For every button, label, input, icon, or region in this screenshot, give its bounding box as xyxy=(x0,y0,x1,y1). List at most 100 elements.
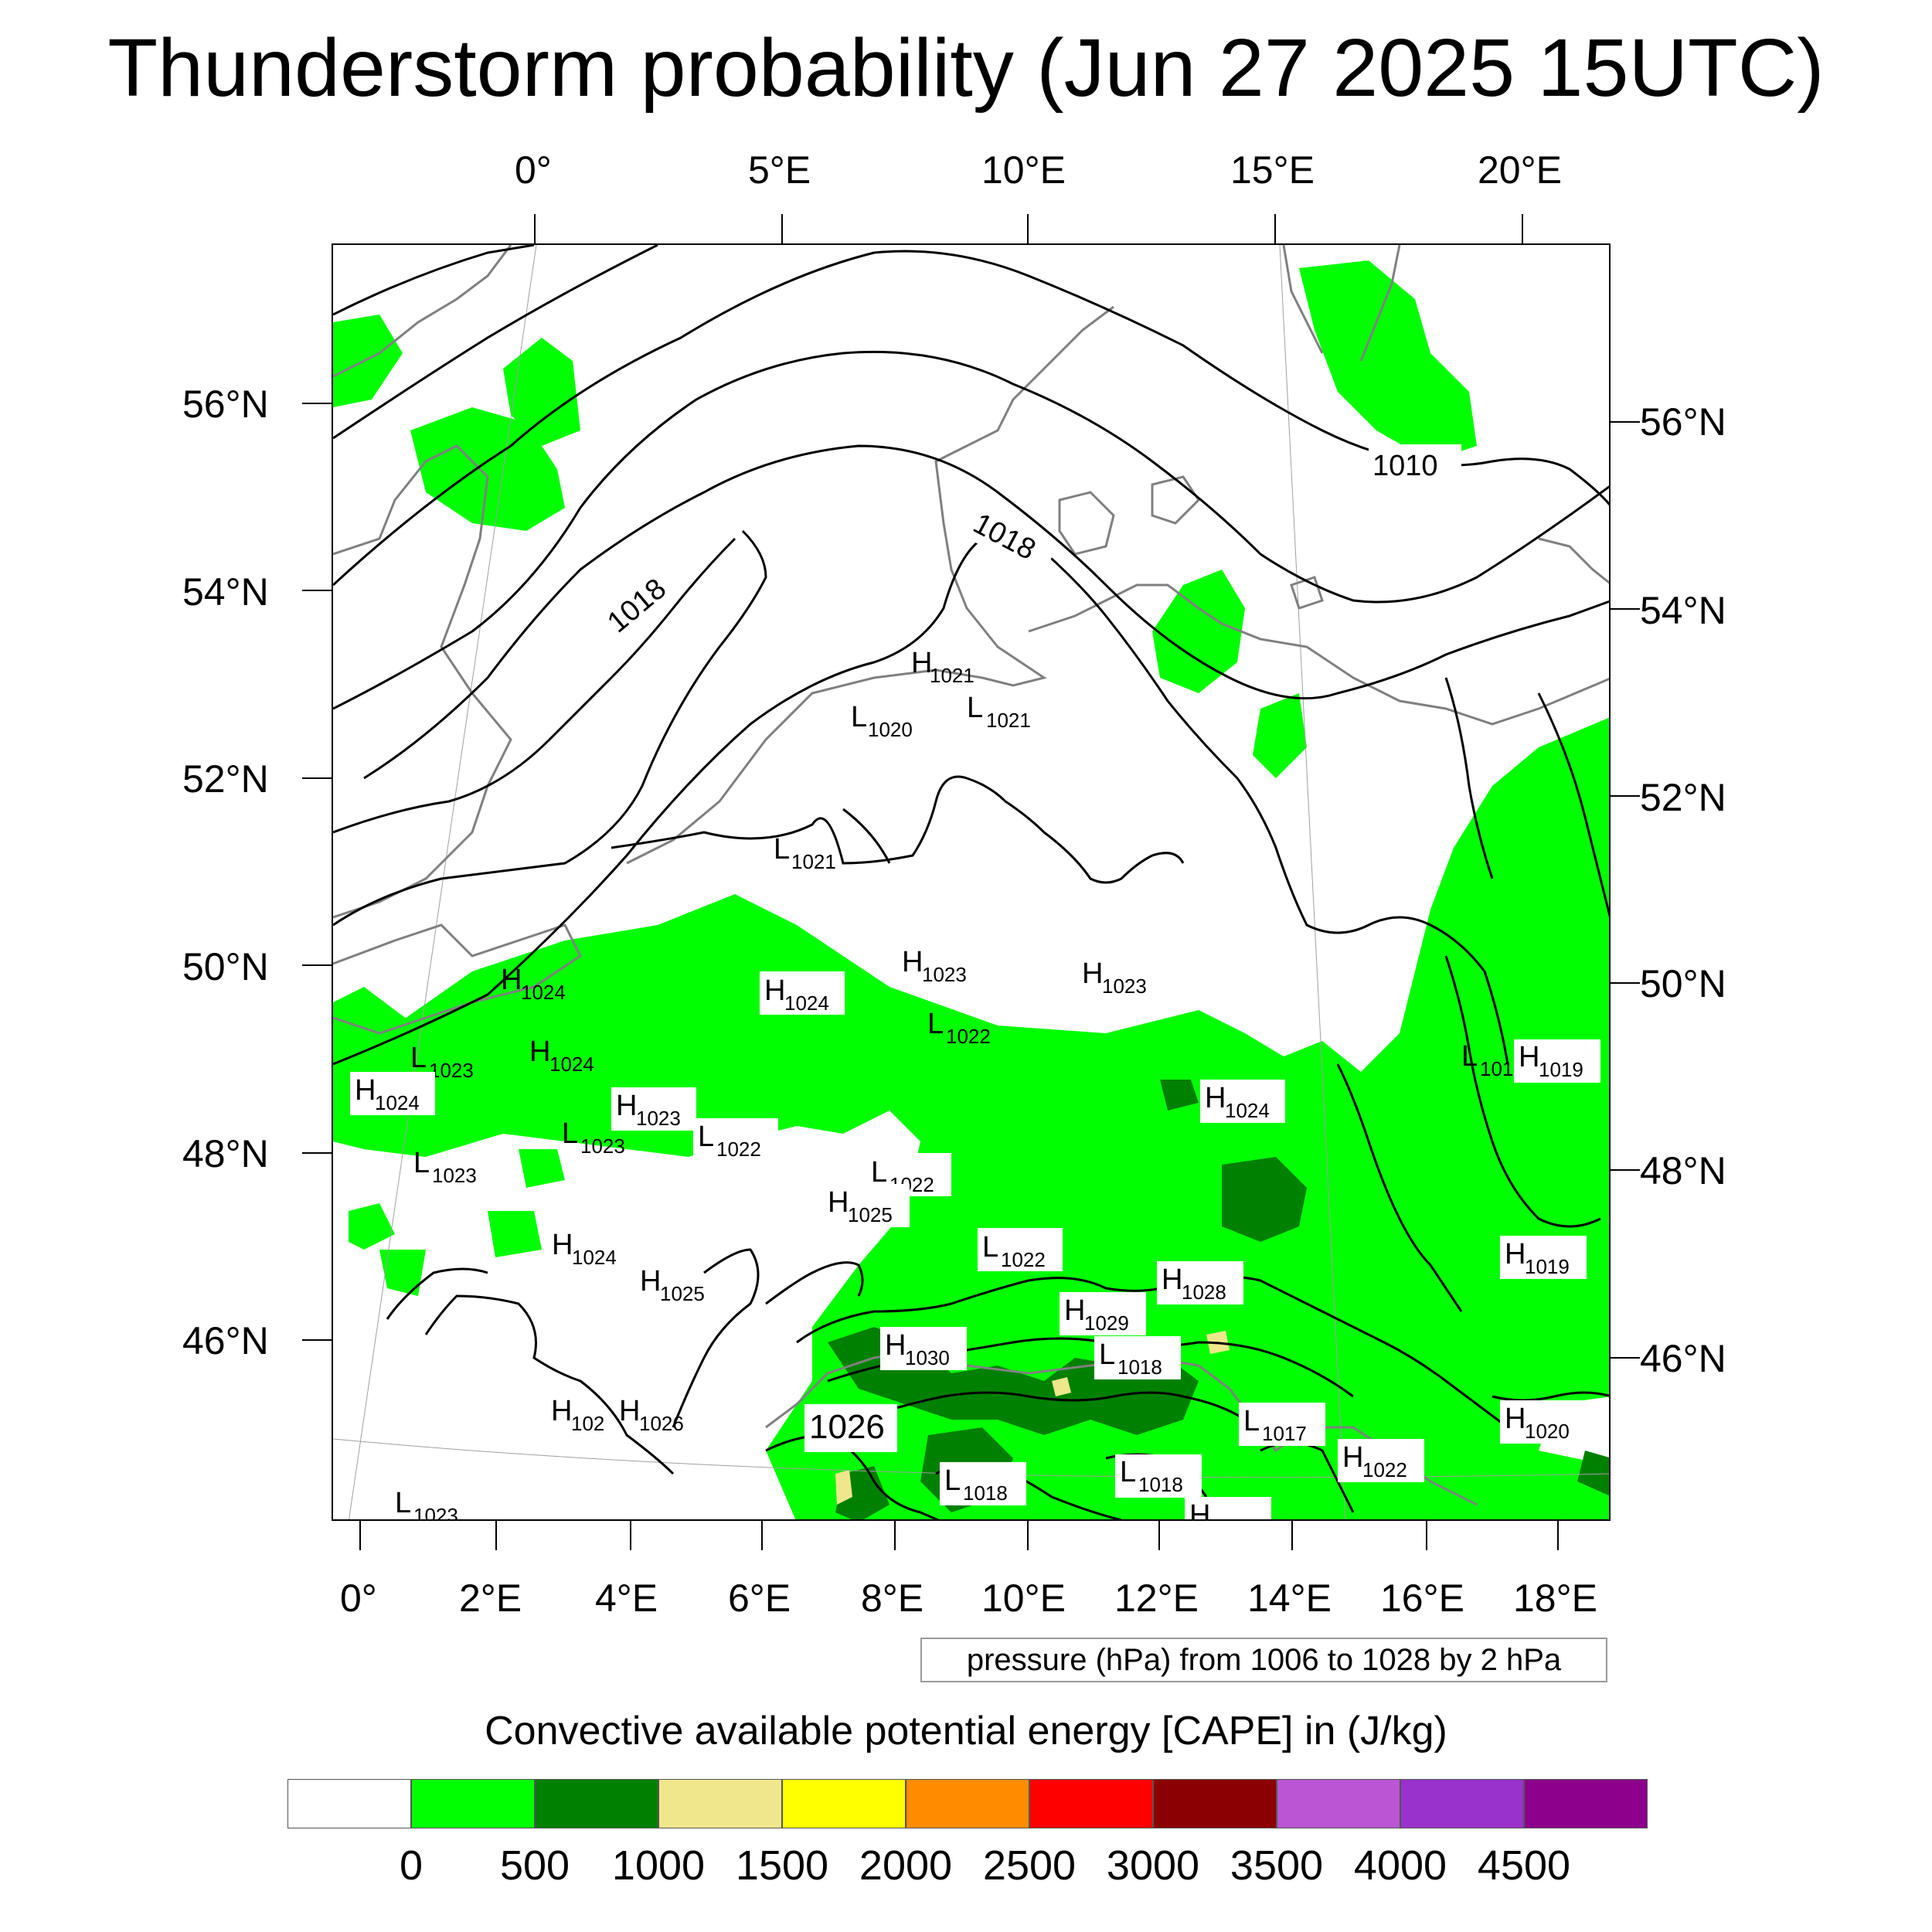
svg-text:1019: 1019 xyxy=(1539,1058,1583,1081)
svg-text:1018: 1018 xyxy=(963,1481,1008,1505)
bottom-axis-label-14e: 14°E xyxy=(1247,1577,1332,1620)
left-axis-label-52n: 52°N xyxy=(182,757,269,801)
svg-text:1025: 1025 xyxy=(848,1203,893,1226)
svg-text:H: H xyxy=(911,647,932,679)
svg-text:1018: 1018 xyxy=(1138,1473,1183,1496)
svg-text:1019: 1019 xyxy=(1525,1255,1570,1278)
pressure-center-h1018: H1018 xyxy=(1185,1497,1271,1521)
right-axis-label-56n: 56°N xyxy=(1640,400,1726,444)
pressure-center-l1017: L 1017 xyxy=(1239,1403,1325,1446)
colorbar-swatch-7 xyxy=(1153,1779,1277,1828)
svg-text:H: H xyxy=(1519,1041,1539,1073)
svg-text:1021: 1021 xyxy=(986,709,1031,732)
svg-text:1023: 1023 xyxy=(580,1134,625,1158)
isobar-labels: 1010 1018 1018 1026 xyxy=(595,444,1461,1452)
svg-text:H: H xyxy=(1342,1441,1363,1474)
colorbar-swatch-3 xyxy=(658,1779,782,1828)
svg-text:H: H xyxy=(828,1186,849,1219)
svg-text:101: 101 xyxy=(1480,1057,1513,1080)
svg-text:1023: 1023 xyxy=(413,1504,458,1521)
svg-text:1024: 1024 xyxy=(1225,1099,1270,1122)
svg-text:H: H xyxy=(1505,1238,1526,1270)
svg-text:1022: 1022 xyxy=(946,1025,991,1048)
colorbar-label-4500: 4500 xyxy=(1477,1842,1571,1889)
svg-text:1021: 1021 xyxy=(930,664,975,687)
svg-text:1018: 1018 xyxy=(1117,1355,1162,1379)
svg-text:102: 102 xyxy=(571,1412,604,1435)
svg-text:L: L xyxy=(410,1042,427,1074)
svg-text:H: H xyxy=(619,1395,640,1427)
svg-text:H: H xyxy=(640,1265,661,1298)
colorbar-label-2000: 2000 xyxy=(859,1842,953,1889)
svg-text:H: H xyxy=(1205,1082,1226,1114)
bottom-axis-label-18e: 18°E xyxy=(1513,1577,1597,1620)
contour-info-label: pressure (hPa) from 1006 to 1028 by 2 hP… xyxy=(920,1638,1607,1682)
colorbar xyxy=(287,1779,1648,1830)
isobar-label-1026: 1026 xyxy=(804,1404,897,1452)
svg-text:1023: 1023 xyxy=(922,963,967,986)
svg-text:H: H xyxy=(1189,1499,1210,1521)
pressure-center-l101: L 101 xyxy=(1461,1040,1513,1080)
svg-text:H: H xyxy=(616,1090,637,1122)
svg-text:H: H xyxy=(885,1329,906,1362)
top-axis-label-10e: 10°E xyxy=(981,148,1066,192)
pressure-center-l1023-d: L 1023 xyxy=(395,1487,458,1521)
svg-text:L: L xyxy=(944,1464,961,1497)
bottom-axis-label-6e: 6°E xyxy=(728,1577,791,1620)
colorbar-label-0: 0 xyxy=(399,1842,423,1889)
svg-text:1024: 1024 xyxy=(549,1053,594,1076)
colorbar-label-3500: 3500 xyxy=(1230,1842,1324,1889)
left-axis-label-50n: 50°N xyxy=(182,945,269,988)
bottom-axis-label-10e: 10°E xyxy=(981,1577,1066,1620)
svg-text:L: L xyxy=(562,1117,578,1150)
pressure-center-l1018-a: L 1018 xyxy=(1094,1336,1181,1379)
svg-text:H: H xyxy=(551,1395,572,1427)
pressure-center-l1020: L 1020 xyxy=(851,701,913,741)
svg-text:L: L xyxy=(851,701,867,733)
svg-text:1023: 1023 xyxy=(429,1059,474,1082)
bottom-axis-label-0: 0° xyxy=(340,1577,377,1620)
colorbar-label-2500: 2500 xyxy=(982,1842,1077,1889)
svg-text:L: L xyxy=(967,692,983,724)
svg-text:1029: 1029 xyxy=(1084,1311,1129,1335)
svg-text:1022: 1022 xyxy=(1362,1458,1407,1481)
pressure-center-l1023-a: L 1023 xyxy=(410,1042,474,1082)
colorbar-label-3000: 3000 xyxy=(1106,1842,1200,1889)
left-axis-label-54n: 54°N xyxy=(182,570,269,614)
left-axis-label-46n: 46°N xyxy=(182,1319,269,1362)
left-axis-label-56n: 56°N xyxy=(182,383,269,426)
svg-text:L: L xyxy=(698,1121,714,1153)
top-axis-label-15e: 15°E xyxy=(1230,148,1315,192)
svg-text:1028: 1028 xyxy=(1182,1281,1226,1304)
right-axis-label-50n: 50°N xyxy=(1640,962,1726,1005)
svg-text:H: H xyxy=(1162,1264,1182,1296)
bottom-axis-label-12e: 12°E xyxy=(1114,1577,1199,1620)
svg-text:1021: 1021 xyxy=(791,850,836,873)
svg-text:H: H xyxy=(1064,1294,1085,1327)
svg-text:L: L xyxy=(413,1147,430,1179)
svg-text:1023: 1023 xyxy=(1102,975,1147,998)
isobar-label-1018-east: 1018 xyxy=(962,502,1060,578)
svg-text:1023: 1023 xyxy=(636,1107,681,1130)
svg-text:L: L xyxy=(1243,1405,1260,1437)
right-axis-label-52n: 52°N xyxy=(1640,776,1726,819)
right-axis-label-48n: 48°N xyxy=(1640,1149,1726,1192)
svg-text:1020: 1020 xyxy=(1525,1420,1570,1443)
pressure-center-l1023-b: L 1023 xyxy=(562,1117,625,1158)
svg-text:L: L xyxy=(774,833,790,866)
svg-text:1025: 1025 xyxy=(660,1282,705,1305)
svg-text:L: L xyxy=(927,1008,944,1040)
colorbar-title: Convective available potential energy [C… xyxy=(485,1709,1447,1753)
colorbar-swatch-9 xyxy=(1400,1779,1524,1828)
